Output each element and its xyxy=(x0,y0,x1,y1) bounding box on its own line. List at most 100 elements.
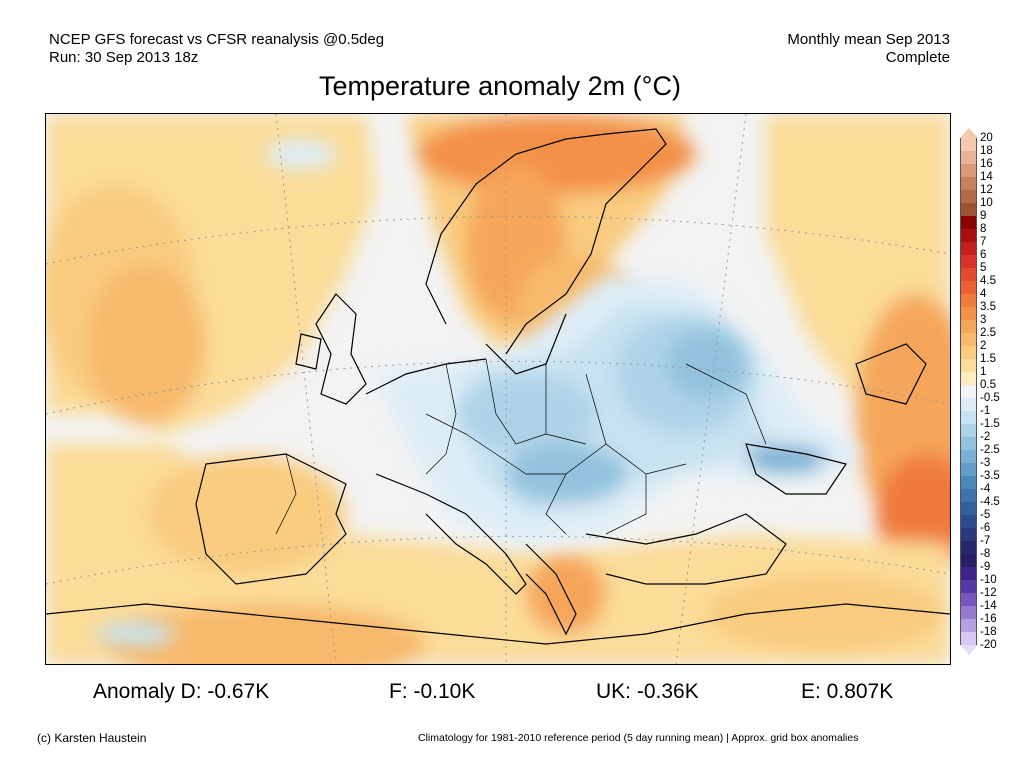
legend-swatch xyxy=(960,333,977,346)
legend-swatch xyxy=(960,242,977,255)
anomaly-uk: UK: -0.36K xyxy=(596,680,699,703)
header-left: NCEP GFS forecast vs CFSR reanalysis @0.… xyxy=(49,31,384,67)
legend-swatch xyxy=(960,489,977,502)
legend-label: -2.5 xyxy=(980,444,1000,456)
legend-label: 16 xyxy=(980,158,993,170)
coastlines xyxy=(46,128,950,645)
legend-swatch xyxy=(960,177,977,190)
legend-swatch xyxy=(960,372,977,385)
legend-swatch xyxy=(960,450,977,463)
graticule xyxy=(46,114,950,664)
legend-label: -16 xyxy=(980,613,997,625)
legend-swatch xyxy=(960,138,977,151)
legend-label: 20 xyxy=(980,132,993,144)
legend-label: -3.5 xyxy=(980,470,1000,482)
legend-swatch xyxy=(960,281,977,294)
legend-swatch xyxy=(960,502,977,515)
legend-label: -3 xyxy=(980,457,991,469)
legend-swatch xyxy=(960,203,977,216)
model-description: NCEP GFS forecast vs CFSR reanalysis @0.… xyxy=(49,31,385,48)
legend-swatch xyxy=(960,541,977,554)
legend-swatch xyxy=(960,580,977,593)
anomaly-france: F: -0.10K xyxy=(389,680,476,703)
legend-swatch xyxy=(960,411,977,424)
legend-swatch xyxy=(960,528,977,541)
legend-label: 2.5 xyxy=(980,327,996,339)
legend-swatch xyxy=(960,294,977,307)
copyright: (c) Karsten Haustein xyxy=(37,731,147,745)
legend-label: -20 xyxy=(980,639,997,651)
legend-label: -12 xyxy=(980,587,997,599)
legend-swatch xyxy=(960,606,977,619)
legend-label: -10 xyxy=(980,574,997,586)
legend-label: -1 xyxy=(980,405,991,417)
legend-label: 8 xyxy=(980,223,987,235)
legend-swatch xyxy=(960,398,977,411)
legend-swatch xyxy=(960,190,977,203)
legend-label: 3 xyxy=(980,314,987,326)
legend-swatch xyxy=(960,437,977,450)
legend-swatch xyxy=(960,476,977,489)
legend-swatch xyxy=(960,229,977,242)
legend-label: -9 xyxy=(980,561,991,573)
legend-swatch xyxy=(960,463,977,476)
legend-label: -4.5 xyxy=(980,496,1000,508)
legend-bottom-arrow xyxy=(960,645,978,655)
legend-swatch xyxy=(960,424,977,437)
legend-swatch xyxy=(960,151,977,164)
legend-label: 4.5 xyxy=(980,275,996,287)
anomaly-germany: Anomaly D: -0.67K xyxy=(93,680,270,703)
legend-label: 7 xyxy=(980,236,987,248)
color-legend: 20 18 16 14 12 10 9 8 7 6 5 4.5 4 3.5 3 2.5 2 1.5 1 0.5 -0.5… xyxy=(958,128,1020,655)
legend-label: 0.5 xyxy=(980,379,996,391)
map-title: Temperature anomaly 2m (°C) xyxy=(319,71,681,101)
legend-label: 18 xyxy=(980,145,993,157)
legend-swatch xyxy=(960,554,977,567)
legend-label: 9 xyxy=(980,210,987,222)
status-label: Complete xyxy=(885,49,950,66)
legend-label: -2 xyxy=(980,431,991,443)
legend-swatch xyxy=(960,359,977,372)
legend-label: -8 xyxy=(980,548,991,560)
legend-label: -14 xyxy=(980,600,997,612)
legend-swatch xyxy=(960,385,977,398)
legend-label: -0.5 xyxy=(980,392,1000,404)
legend-swatch xyxy=(960,593,977,606)
run-time: Run: 30 Sep 2013 18z xyxy=(49,49,199,66)
legend-label: -18 xyxy=(980,626,997,638)
anomaly-spain: E: 0.807K xyxy=(801,680,894,703)
country-borders xyxy=(275,358,767,535)
legend-label: 14 xyxy=(980,171,993,183)
legend-swatch xyxy=(960,268,977,281)
legend-swatch xyxy=(960,255,977,268)
climatology-note: Climatology for 1981-2010 reference peri… xyxy=(418,732,859,744)
legend-swatch xyxy=(960,515,977,528)
period-label: Monthly mean Sep 2013 xyxy=(787,31,950,48)
legend-label: -5 xyxy=(980,509,991,521)
legend-label: 1 xyxy=(980,366,987,378)
legend-top-arrow xyxy=(960,128,978,138)
cold-anomaly-fields xyxy=(96,139,866,646)
legend-label: 5 xyxy=(980,262,987,274)
legend-swatch xyxy=(960,632,977,645)
legend-swatch xyxy=(960,164,977,177)
legend-label: 10 xyxy=(980,197,993,209)
legend-label: 6 xyxy=(980,249,987,261)
legend-label: -7 xyxy=(980,535,991,547)
legend-swatch xyxy=(960,346,977,359)
legend-swatch xyxy=(960,619,977,632)
map-canvas xyxy=(46,114,950,664)
legend-label: -6 xyxy=(980,522,991,534)
legend-label: 2 xyxy=(980,340,987,352)
legend-label: 3.5 xyxy=(980,301,996,313)
legend-label: 12 xyxy=(980,184,993,196)
legend-label: 1.5 xyxy=(980,353,996,365)
legend-label: -4 xyxy=(980,483,991,495)
anomaly-map[interactable] xyxy=(45,113,951,665)
header-right: Monthly mean Sep 2013 Complete xyxy=(787,31,950,67)
legend-swatch xyxy=(960,216,977,229)
legend-swatch xyxy=(960,567,977,580)
legend-swatch xyxy=(960,307,977,320)
legend-swatch xyxy=(960,320,977,333)
legend-label: -1.5 xyxy=(980,418,1000,430)
